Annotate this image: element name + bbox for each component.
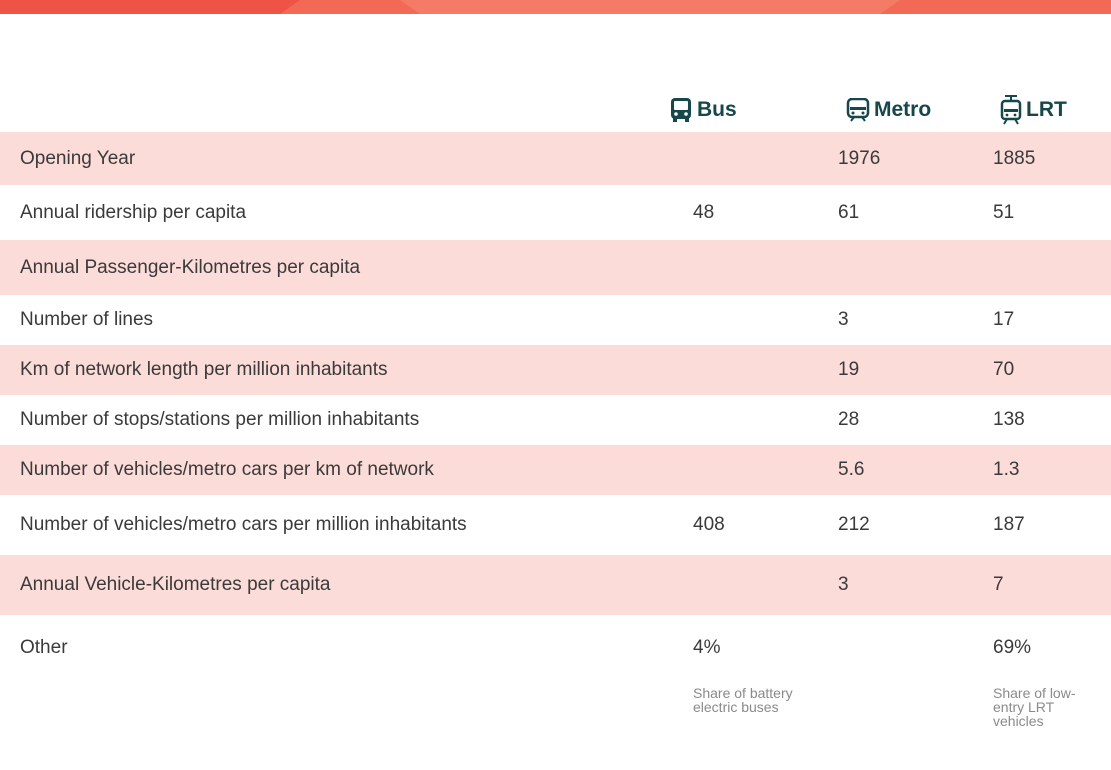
table-row: Number of stops/stations per million inh… — [0, 395, 1111, 445]
bus-header: Bus — [669, 88, 737, 132]
row-label: Opening Year — [20, 147, 136, 169]
table-cell: 1.3 — [993, 459, 1020, 480]
row-label: Annual Passenger-Kilometres per capita — [20, 256, 361, 278]
table-cell: 4% — [693, 636, 721, 658]
table-row: Annual Passenger-Kilometres per capita — [0, 240, 1111, 295]
table-cell: 48 — [693, 201, 715, 223]
row-label: Number of vehicles/metro cars per km of … — [20, 459, 434, 480]
metro-header: Metro — [846, 88, 931, 132]
row-label: Km of network length per million inhabit… — [20, 359, 388, 380]
table-row: Km of network length per million inhabit… — [0, 345, 1111, 395]
table-cell: 1885 — [993, 147, 1036, 169]
table-cell: 5.6 — [838, 459, 865, 480]
bus-icon — [671, 98, 691, 122]
table-cell: 1976 — [838, 147, 881, 169]
row-label: Annual ridership per capita — [20, 201, 247, 223]
table-row: Number of lines 3 17 — [0, 295, 1111, 345]
row-label: Other — [20, 636, 68, 658]
table-row: Opening Year 1976 1885 — [0, 132, 1111, 185]
table-row: Annual Vehicle-Kilometres per capita 3 7 — [0, 555, 1111, 615]
table-cell: 7 — [993, 574, 1004, 595]
metro-icon — [846, 98, 870, 122]
table-cell: 69% — [993, 636, 1032, 658]
table-row: Number of vehicles/metro cars per km of … — [0, 445, 1111, 495]
footnote: Share of low-entry LRT vehicles — [993, 685, 1076, 729]
table-cell: 51 — [993, 201, 1015, 223]
row-label: Number of lines — [20, 309, 154, 330]
table-cell: 212 — [838, 514, 870, 535]
table-cell: 19 — [838, 359, 860, 380]
table-cell: 70 — [993, 359, 1015, 380]
top-banner — [0, 0, 1111, 14]
column-header: LRT — [1026, 98, 1067, 121]
table-cell: 3 — [838, 574, 849, 595]
table-cell: 138 — [993, 409, 1025, 430]
row-label: Annual Vehicle-Kilometres per capita — [20, 574, 331, 595]
table-row: Other 4% 69% — [0, 620, 1111, 675]
table-cell: 61 — [838, 201, 860, 223]
table-cell: 17 — [993, 309, 1015, 330]
table-cell: 28 — [838, 409, 860, 430]
table-cell: 187 — [993, 514, 1025, 535]
table-cell: 3 — [838, 309, 849, 330]
table-row: Number of vehicles/metro cars per millio… — [0, 495, 1111, 555]
table-cell: 408 — [693, 514, 725, 535]
lrt-header: LRT — [1000, 88, 1067, 132]
column-header: Bus — [697, 98, 737, 121]
lrt-icon — [1000, 95, 1022, 125]
row-label: Number of stops/stations per million inh… — [20, 409, 420, 430]
table-row: Annual ridership per capita 48 61 51 — [0, 185, 1111, 240]
row-label: Number of vehicles/metro cars per millio… — [20, 514, 467, 535]
column-header: Metro — [874, 98, 932, 121]
footnote: Share of battery electric buses — [693, 685, 793, 715]
